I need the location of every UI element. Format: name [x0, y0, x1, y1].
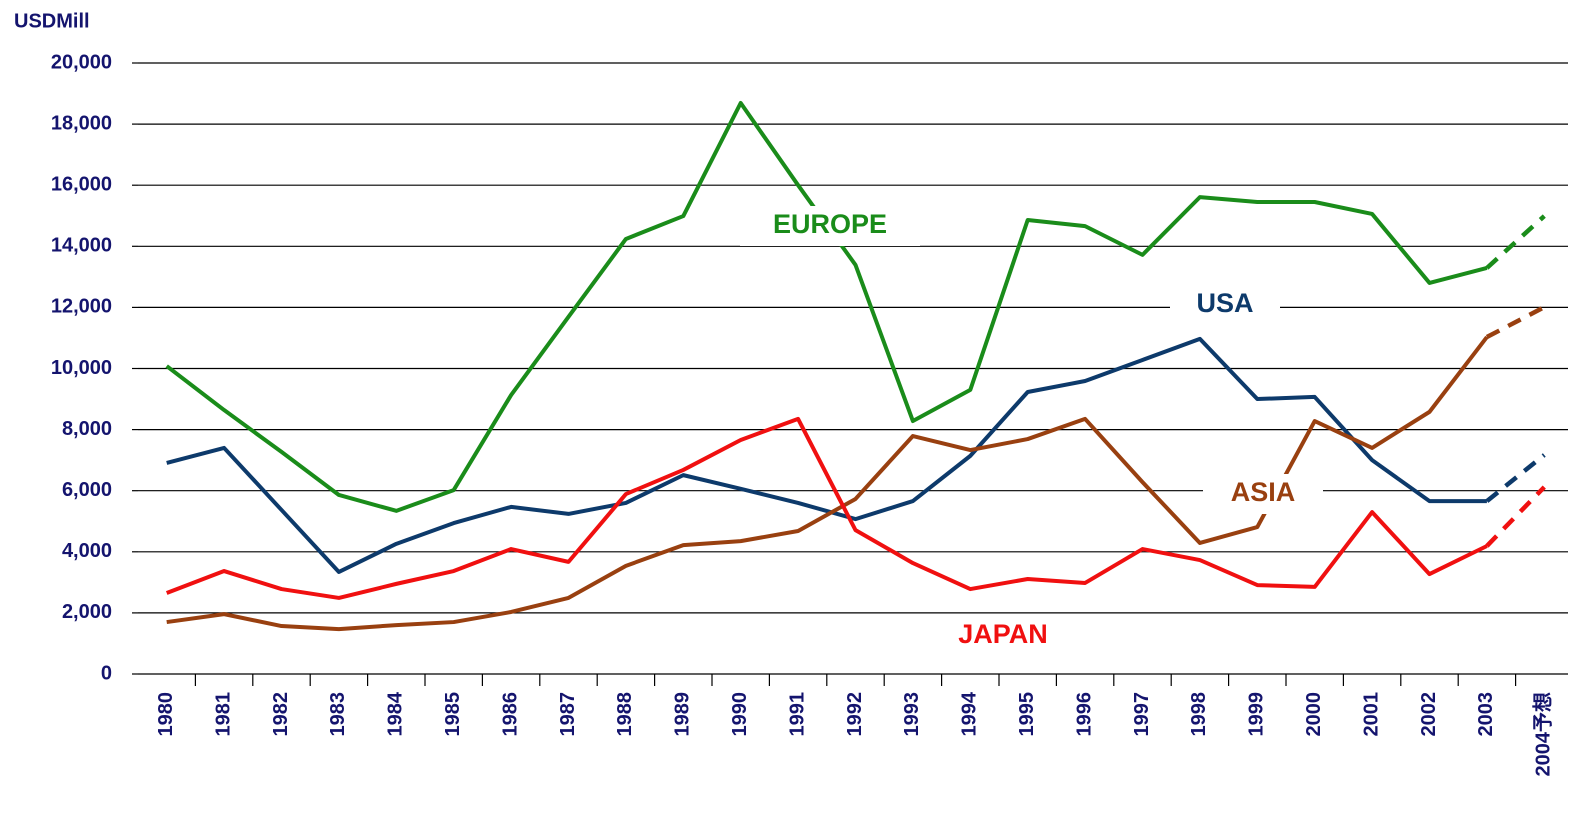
forecast-line: [1485, 305, 1546, 340]
x-tick-label: 1985: [442, 692, 464, 737]
series-label: ASIA: [1231, 477, 1296, 507]
forecast-line: [1485, 453, 1546, 503]
series-label: USA: [1196, 288, 1253, 318]
x-tick-label: 1987: [557, 692, 579, 737]
line-series: [165, 416, 1488, 600]
x-tick-label: 1996: [1073, 692, 1095, 737]
y-tick-label: 6,000: [62, 479, 112, 501]
y-axis-label: USDMill: [14, 10, 90, 32]
x-tick-label: 1992: [844, 692, 866, 737]
series-label: JAPAN: [958, 619, 1048, 649]
x-tick-label: 1997: [1131, 692, 1153, 737]
x-tick-label: 1984: [385, 691, 407, 736]
y-tick-label: 12,000: [51, 296, 112, 318]
x-tick-label: 1993: [901, 692, 923, 737]
x-tick-label: 2003: [1475, 692, 1497, 737]
x-tick-label: 1988: [614, 692, 636, 737]
series-label: EUROPE: [773, 209, 887, 239]
y-tick-label: 16,000: [51, 173, 112, 195]
x-tick-label: 1982: [270, 692, 292, 737]
label-background: [1170, 285, 1280, 325]
y-tick-label: 20,000: [51, 51, 112, 73]
x-tick-label: 1998: [1188, 692, 1210, 737]
x-tick-label: 1980: [155, 692, 177, 737]
y-tick-label: 4,000: [62, 540, 112, 562]
label-background: [1203, 474, 1323, 514]
x-tick-label: 1986: [499, 692, 521, 737]
x-tick-label: 1983: [327, 692, 349, 737]
label-background: [915, 616, 1091, 656]
x-tick-label: 1999: [1246, 692, 1268, 737]
y-tick-label: 14,000: [51, 235, 112, 257]
x-tick-label: 2000: [1303, 692, 1325, 737]
x-tick-label: 2002: [1418, 692, 1440, 737]
y-tick-label: 0: [101, 662, 112, 684]
x-tick-label: 1991: [786, 692, 808, 737]
x-tick-label: 2001: [1360, 692, 1382, 737]
y-tick-label: 10,000: [51, 357, 112, 379]
forecast-line: [1485, 485, 1546, 548]
y-tick-label: 18,000: [51, 112, 112, 134]
y-tick-label: 2,000: [62, 601, 112, 623]
x-tick-label: 1989: [672, 692, 694, 737]
x-tick-label: 1981: [212, 692, 234, 737]
forecast-line: [1485, 214, 1546, 270]
x-tick-label: 2004予想: [1532, 692, 1555, 777]
line-series: [166, 336, 1487, 574]
label-background: [740, 206, 920, 246]
x-tick-label: 1990: [729, 692, 751, 737]
x-tick-label: 1995: [1016, 692, 1038, 737]
y-tick-label: 8,000: [62, 418, 112, 440]
x-tick-label: 1994: [959, 691, 981, 736]
